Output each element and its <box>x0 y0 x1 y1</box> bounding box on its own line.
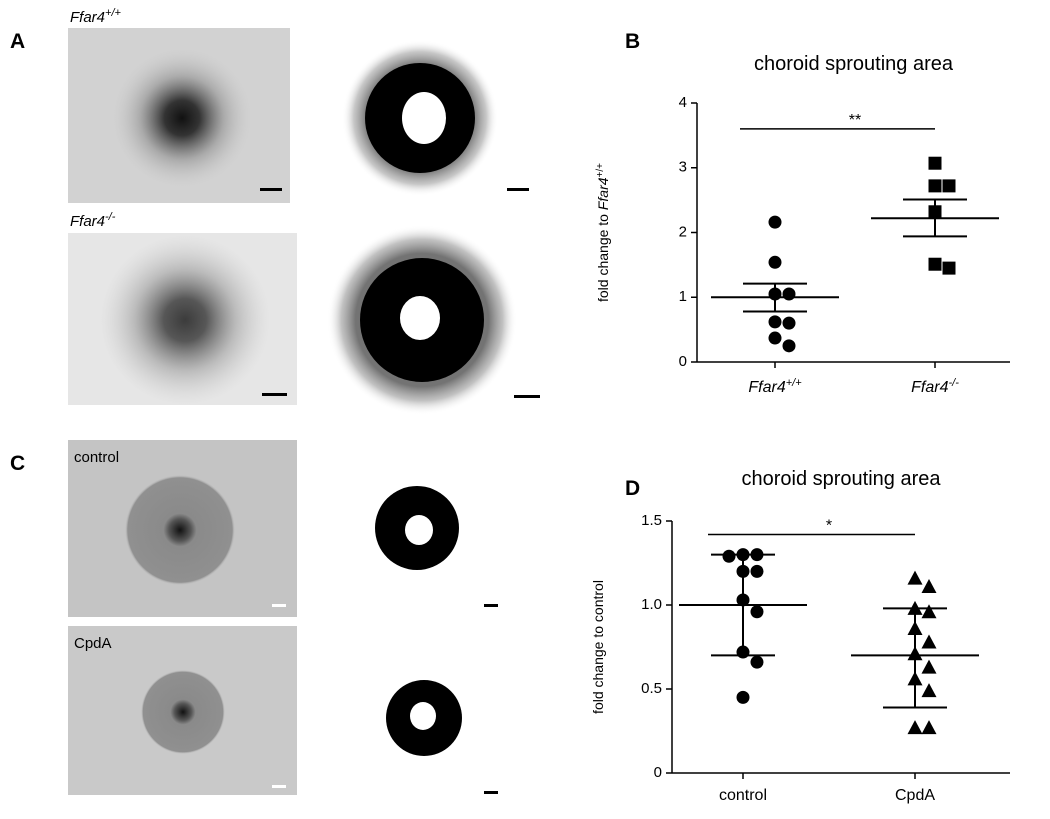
y-axis-label: fold change to Ffar4+/+ <box>595 163 611 302</box>
y-axis-label: fold change to control <box>590 580 606 714</box>
binarized-image <box>386 680 498 794</box>
data-point <box>782 316 796 330</box>
significance-label: * <box>826 517 832 534</box>
image-label: control <box>74 449 119 466</box>
panel-label: D <box>625 477 640 500</box>
y-tick-label: 0.5 <box>641 680 662 697</box>
image-label: CpdA <box>74 635 112 652</box>
data-point <box>750 605 764 619</box>
data-point <box>750 655 764 669</box>
y-tick-label: 2 <box>679 223 687 240</box>
image-label: Ffar4+/+ <box>70 7 121 26</box>
image-label: Ffar4-/- <box>70 211 116 230</box>
data-point <box>768 331 782 345</box>
data-point <box>921 604 937 619</box>
data-point <box>921 683 937 698</box>
y-tick-label: 1.0 <box>641 596 662 613</box>
binarized-image <box>375 486 498 607</box>
x-tick-label: Ffar4+/+ <box>748 377 802 396</box>
category-name: CpdA <box>895 787 935 804</box>
micrograph <box>68 626 297 795</box>
panel-label: B <box>625 30 640 53</box>
micrograph <box>68 28 290 203</box>
data-point <box>921 634 937 649</box>
chart-title: choroid sprouting area <box>754 53 954 75</box>
panel-label: A <box>10 30 25 53</box>
data-point <box>942 261 956 275</box>
data-point <box>722 549 736 563</box>
data-point <box>928 257 942 271</box>
data-point <box>928 179 942 193</box>
data-point <box>921 579 937 594</box>
data-point <box>928 156 942 170</box>
x-tick-label: CpdA <box>895 787 935 804</box>
y-tick-label: 1 <box>679 288 687 305</box>
data-point <box>736 690 750 704</box>
category-name: control <box>719 787 767 804</box>
x-tick-label: Ffar4-/- <box>911 377 959 396</box>
y-tick-label: 3 <box>679 159 687 176</box>
data-point <box>750 564 764 578</box>
data-point <box>782 339 796 353</box>
y-axis-label-part: Ffar4 <box>595 177 611 210</box>
data-point <box>921 659 937 674</box>
data-point <box>907 570 923 585</box>
y-tick-label: 0 <box>679 353 687 370</box>
binarized-image <box>327 225 540 415</box>
chart-title: choroid sprouting area <box>741 468 941 490</box>
data-point <box>942 179 956 193</box>
y-axis-label-part: fold change to <box>595 210 611 302</box>
y-axis-label-part: +/+ <box>595 163 606 178</box>
y-tick-label: 1.5 <box>641 512 662 529</box>
x-tick-label: control <box>719 787 767 804</box>
data-point <box>907 720 923 735</box>
binarized-image <box>342 40 529 196</box>
micrograph <box>68 233 297 405</box>
y-axis-label-part: fold change to control <box>590 580 606 714</box>
data-point <box>768 255 782 269</box>
data-point <box>768 315 782 329</box>
micrograph <box>68 440 297 617</box>
significance-label: ** <box>849 112 861 129</box>
data-point <box>782 287 796 301</box>
panel-label: C <box>10 452 25 475</box>
y-tick-label: 0 <box>654 764 662 781</box>
category-superscript: -/- <box>948 377 959 389</box>
category-name: Ffar4 <box>911 379 948 396</box>
category-name: Ffar4 <box>748 379 785 396</box>
y-tick-label: 4 <box>679 94 687 111</box>
data-point <box>768 215 782 229</box>
category-superscript: +/+ <box>786 377 802 389</box>
data-point <box>921 720 937 735</box>
